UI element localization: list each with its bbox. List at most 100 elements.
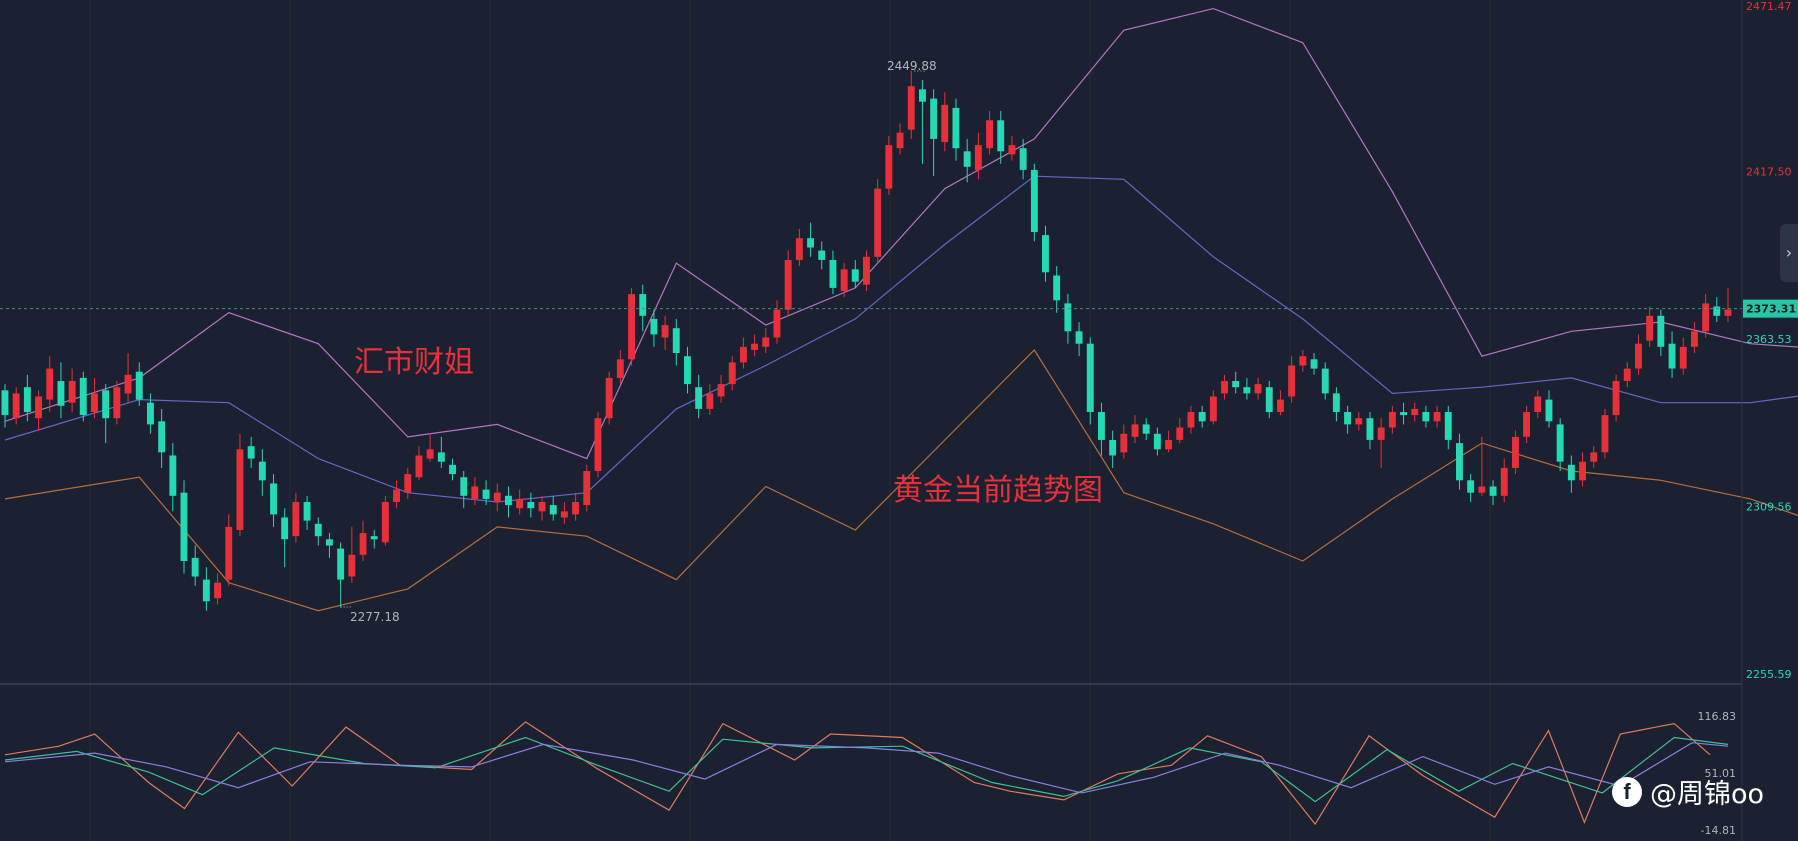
candle: [1534, 390, 1542, 419]
candle: [684, 346, 691, 394]
annotation-label: 黄金当前趋势图: [893, 473, 1103, 508]
candle: [370, 529, 378, 549]
candle: [863, 250, 870, 291]
candle: [1512, 430, 1519, 475]
candle: [1142, 418, 1150, 440]
candle: [762, 328, 770, 354]
candle: [102, 384, 110, 444]
candle: [1411, 402, 1419, 422]
candle: [191, 545, 199, 586]
candle: [460, 470, 468, 509]
candle: [840, 263, 848, 298]
candle: [1422, 405, 1430, 428]
candle: [1030, 163, 1038, 242]
candle: [919, 79, 926, 164]
candle: [337, 542, 345, 608]
low-price-label: 2277.18: [350, 610, 400, 624]
price-axis: 2471.47 2417.50 2363.53 2309.56 2255.59 2373.…: [1743, 0, 1798, 681]
candle: [672, 318, 680, 366]
candle: [695, 374, 703, 419]
chart-annotations: 汇市财姐 黄金当前趋势图 2449.88 2277.18: [350, 59, 1103, 624]
annotation-label: 汇市财姐: [354, 345, 474, 380]
candle: [471, 477, 479, 506]
candle: [57, 362, 65, 419]
candle: [1153, 427, 1161, 456]
candle: [1198, 405, 1206, 428]
candle: [560, 502, 568, 524]
candle: [538, 495, 546, 521]
candle: [404, 467, 412, 499]
candle: [952, 98, 960, 161]
candle: [1187, 405, 1195, 434]
candle: [1254, 377, 1262, 400]
candle: [79, 371, 87, 422]
candle: [874, 179, 882, 264]
candle: [415, 446, 423, 481]
oscillator-panel: 116.83 51.01 -14.81: [4, 710, 1737, 837]
candle: [270, 474, 277, 527]
candle: [482, 480, 490, 506]
candle: [1433, 405, 1441, 428]
candle: [247, 436, 255, 468]
candle: [1635, 334, 1642, 375]
candle: [974, 132, 982, 180]
candle: [527, 492, 535, 518]
candle: [1243, 377, 1251, 400]
watermark-handle: @周锦oo: [1650, 779, 1765, 810]
candle: [225, 514, 233, 586]
candle: [1623, 362, 1631, 388]
candle: [1523, 405, 1530, 444]
candle: [1131, 415, 1139, 444]
candle: [1702, 294, 1710, 338]
candle: [639, 284, 647, 332]
candle: [1366, 412, 1374, 450]
candle: [1444, 405, 1452, 450]
oscillator-axis-tick: 116.83: [1698, 710, 1737, 723]
candle: [426, 433, 434, 462]
candle: [1679, 337, 1687, 375]
candle: [1724, 287, 1732, 323]
price-axis-tick: 2363.53: [1746, 333, 1792, 346]
candle: [1377, 418, 1385, 468]
candle: [113, 380, 121, 425]
candle: [1288, 356, 1296, 403]
candle: [829, 250, 837, 295]
candle: [549, 495, 557, 521]
candle: [1601, 408, 1609, 459]
candle: [907, 70, 915, 139]
candle: [169, 443, 177, 512]
candle: [1556, 418, 1564, 471]
candle: [1332, 387, 1340, 422]
price-axis-tick: 2471.47: [1746, 0, 1792, 13]
price-axis-tick: 2255.59: [1746, 668, 1792, 681]
candle: [583, 464, 591, 512]
candle: [449, 458, 456, 481]
candle: [963, 138, 971, 183]
price-axis-tick: 2417.50: [1746, 166, 1792, 179]
candle: [135, 362, 143, 406]
chevron-right-icon[interactable]: ›: [1780, 224, 1798, 282]
candle: [1086, 337, 1094, 425]
candle: [1489, 480, 1497, 506]
candle: [1713, 297, 1721, 323]
candle: [1545, 390, 1553, 428]
candlestick-series: [0, 70, 1742, 611]
candle: [1646, 306, 1654, 347]
last-price-badge: [1743, 299, 1798, 318]
candle: [1612, 374, 1620, 422]
candle: [1053, 266, 1061, 313]
facebook-icon: f: [1612, 776, 1642, 807]
candle: [1400, 402, 1407, 425]
candle: [740, 337, 747, 369]
candle: [1176, 418, 1184, 444]
candle: [661, 315, 669, 350]
candle: [202, 567, 210, 611]
oscillator-line: [4, 742, 1729, 794]
candle: [616, 349, 624, 385]
candle: [728, 356, 736, 391]
oscillator-axis-tick: 51.01: [1705, 767, 1737, 780]
high-price-label: 2449.88: [887, 59, 937, 73]
candle: [236, 433, 244, 537]
candle: [1221, 374, 1228, 400]
